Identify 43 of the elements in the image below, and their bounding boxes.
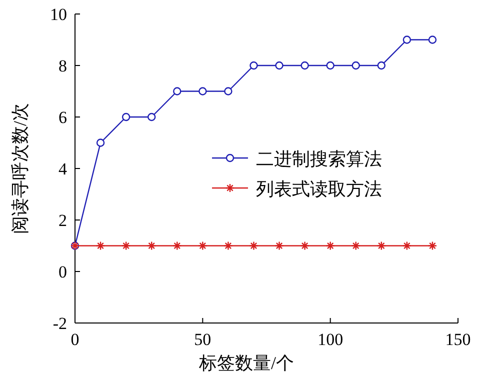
point [147,241,156,250]
y-tick-label: 10 [50,5,67,24]
y-tick-label: 6 [58,108,67,127]
point [402,36,412,44]
x-tick-label: 0 [70,330,80,349]
point [250,61,258,70]
point [351,241,360,250]
point [428,36,437,44]
y-tick-label: 2 [58,211,67,230]
point [300,241,310,250]
legend-label: 二进制搜索算法 [256,149,382,169]
point [198,87,207,96]
point [326,241,335,250]
y-tick-label: 4 [58,160,68,178]
point [172,241,182,250]
y-axis-title: 阅读寻呼次数/次 [10,102,30,234]
point [402,241,412,250]
point [122,112,130,122]
legend-label: 列表式读取方法 [256,179,382,199]
point [428,241,438,250]
y-tick-label: 0 [58,262,67,282]
point [274,241,284,250]
point [326,61,334,70]
x-tick-label: 50 [194,330,212,349]
point [377,61,386,70]
point [96,138,105,147]
point [224,87,232,96]
point [148,112,156,122]
point [352,61,360,70]
y-tick-label: 8 [58,56,67,76]
point [249,241,258,250]
x-tick-label: 150 [445,330,471,349]
point [96,241,106,250]
point [121,241,131,250]
point [173,87,182,96]
point [198,241,208,250]
point [275,61,284,70]
x-axis-title: 标签数量/个 [198,353,294,373]
point [224,241,233,250]
point [376,241,386,250]
y-tick-label: -2 [52,314,67,333]
x-tick-label: 100 [318,330,344,349]
point [300,61,309,70]
